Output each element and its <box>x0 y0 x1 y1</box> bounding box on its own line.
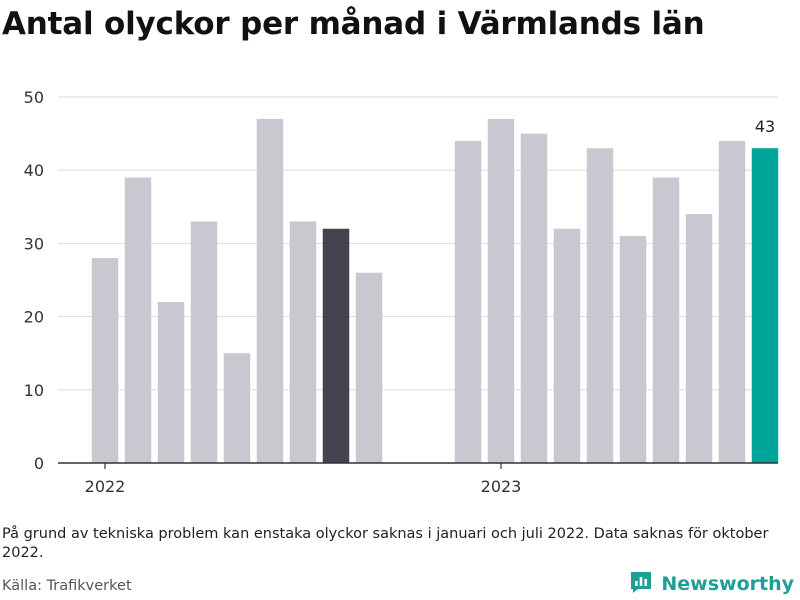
brand-name: Newsworthy <box>661 573 794 595</box>
newsworthy-logo-icon <box>628 569 654 599</box>
bar-2022-09 <box>355 272 383 463</box>
y-tick-label: 30 <box>24 234 44 253</box>
x-axis: 2022 2023 <box>58 462 778 496</box>
y-tick-label: 20 <box>24 308 44 327</box>
brand-logo[interactable]: Newsworthy <box>628 569 794 599</box>
bar-2023-07 <box>685 214 713 463</box>
y-tick-label: 50 <box>24 88 44 107</box>
bar-2022-03 <box>157 301 185 463</box>
bar-2022-12 <box>454 140 482 464</box>
bar-2022-06 <box>256 118 284 464</box>
bar-2023-05 <box>619 236 647 463</box>
data-label: 43 <box>755 117 775 136</box>
bar-2022-08 <box>322 228 350 463</box>
y-tick-label: 40 <box>24 161 44 180</box>
value-labels: 43 <box>755 117 775 136</box>
bar-2023-09 <box>751 148 779 464</box>
y-tick-label: 10 <box>24 381 44 400</box>
bars <box>91 118 779 464</box>
bar-2022-05 <box>223 353 251 463</box>
bar-2022-02 <box>124 177 152 463</box>
chart-title: Antal olyckor per månad i Värmlands län <box>2 6 705 42</box>
bar-2022-04 <box>190 221 218 463</box>
x-tick-label: 2022 <box>85 477 126 496</box>
bar-chart: 0 10 20 30 40 50 43 2022 2023 <box>24 88 779 496</box>
bar-2023-04 <box>586 148 614 464</box>
bar-2023-08 <box>718 140 746 464</box>
bar-2023-02 <box>520 133 548 463</box>
y-tick-label: 0 <box>34 454 44 473</box>
source-credit: Källa: Trafikverket <box>2 578 132 594</box>
bar-2023-01 <box>487 118 515 464</box>
footnote: På grund av tekniska problem kan enstaka… <box>2 526 769 561</box>
x-tick-label: 2023 <box>481 477 522 496</box>
bar-2023-06 <box>652 177 680 463</box>
bar-2022-01 <box>91 258 119 463</box>
bar-2023-03 <box>553 228 581 463</box>
bar-2022-07 <box>289 221 317 463</box>
y-axis-ticks: 0 10 20 30 40 50 <box>24 88 44 473</box>
